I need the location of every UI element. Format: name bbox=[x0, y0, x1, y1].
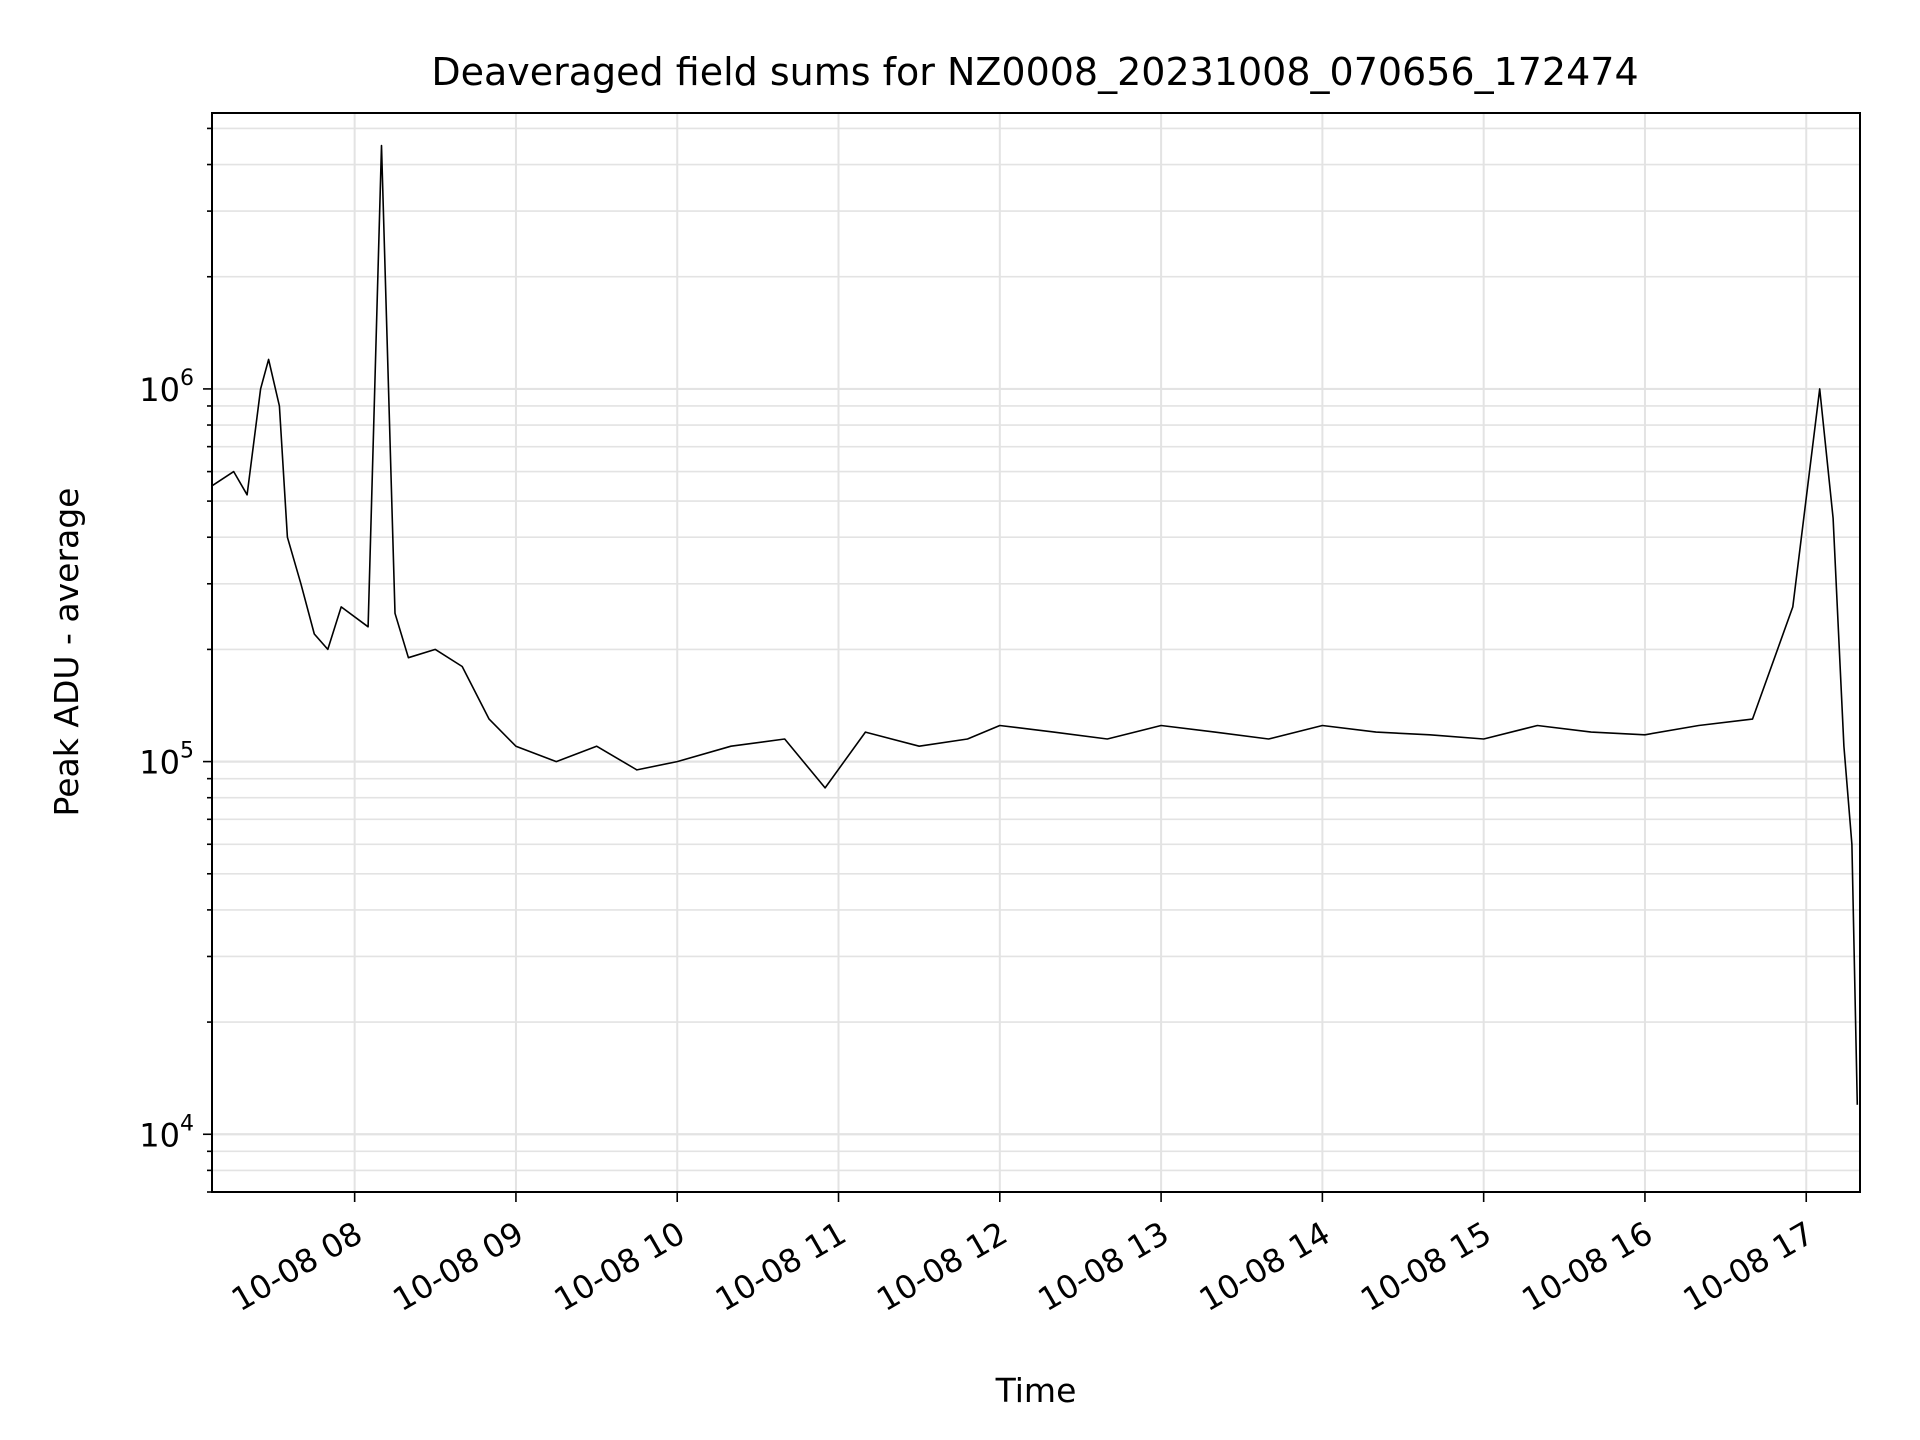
x-tick-label: 10-08 14 bbox=[1193, 1214, 1337, 1319]
plot-frame bbox=[211, 112, 1861, 1193]
y-axis-label: Peak ADU - average bbox=[47, 488, 86, 817]
plot-area bbox=[211, 144, 1859, 1105]
x-tick-label: 10-08 08 bbox=[225, 1214, 369, 1319]
x-tick-label: 10-08 17 bbox=[1677, 1214, 1821, 1319]
x-tick-label: 10-08 11 bbox=[709, 1214, 853, 1319]
x-tick-label: 10-08 10 bbox=[548, 1214, 692, 1319]
x-tick-label: 10-08 15 bbox=[1354, 1214, 1498, 1319]
y-tick-label: 106 bbox=[139, 366, 194, 409]
x-tick-label: 10-08 09 bbox=[386, 1214, 530, 1319]
x-axis-label: Time bbox=[995, 1371, 1077, 1410]
x-tick-label: 10-08 16 bbox=[1515, 1214, 1659, 1319]
y-axis: 104 105 106 bbox=[139, 127, 212, 1193]
y-tick-label: 105 bbox=[139, 739, 194, 782]
y-tick-label: 104 bbox=[139, 1111, 194, 1154]
grid bbox=[212, 113, 1860, 1193]
x-tick-label: 10-08 12 bbox=[870, 1214, 1014, 1319]
chart-title: Deaveraged field sums for NZ0008_2023100… bbox=[431, 50, 1638, 94]
x-axis: 10-08 08 10-08 09 10-08 10 10-08 11 10-08 12… bbox=[225, 1192, 1820, 1319]
x-tick-label: 10-08 13 bbox=[1031, 1214, 1175, 1319]
series-line-0 bbox=[211, 144, 1859, 1105]
